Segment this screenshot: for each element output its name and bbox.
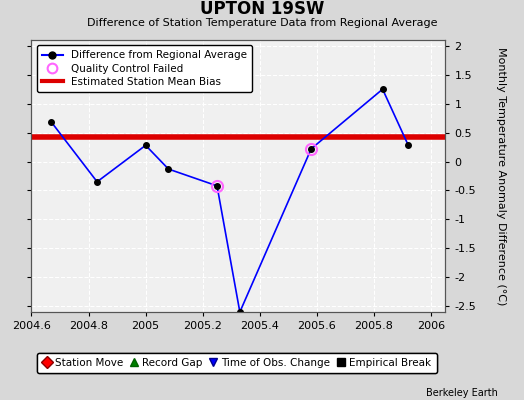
Legend: Station Move, Record Gap, Time of Obs. Change, Empirical Break: Station Move, Record Gap, Time of Obs. C… (37, 352, 436, 373)
Y-axis label: Monthly Temperature Anomaly Difference (°C): Monthly Temperature Anomaly Difference (… (496, 47, 506, 305)
Text: UPTON 19SW: UPTON 19SW (200, 0, 324, 18)
Text: Berkeley Earth: Berkeley Earth (426, 388, 498, 398)
Text: Difference of Station Temperature Data from Regional Average: Difference of Station Temperature Data f… (87, 18, 437, 28)
